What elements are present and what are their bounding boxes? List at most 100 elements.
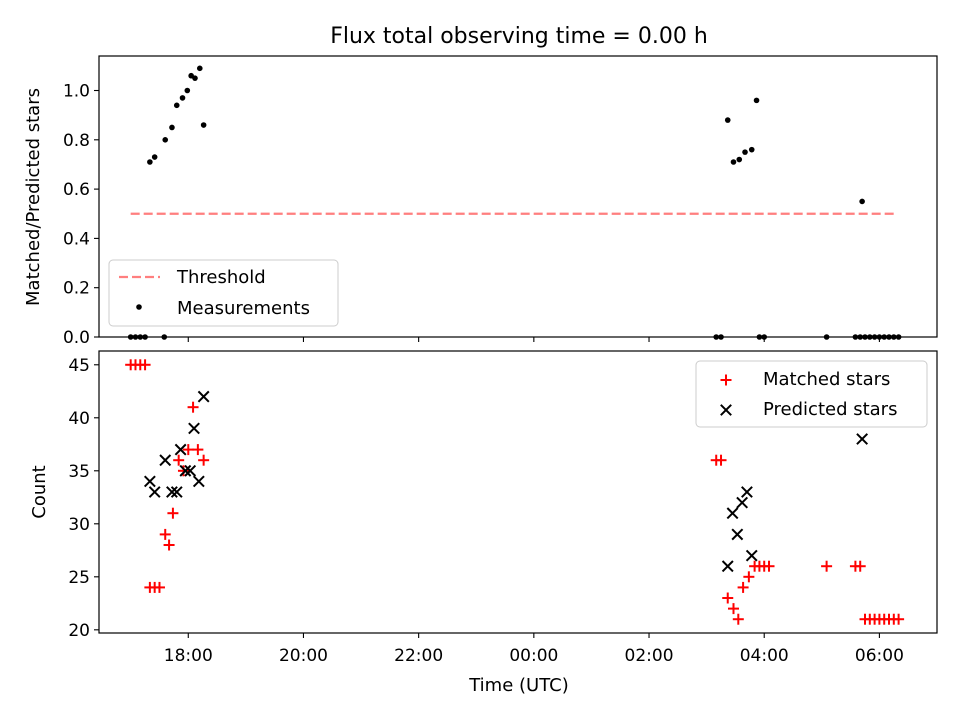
predicted-point-stroke-b — [174, 443, 187, 456]
measurements-legend-label: Measurements — [177, 298, 310, 319]
predicted-point — [721, 560, 734, 573]
measurement-point — [184, 87, 191, 94]
measurement-point — [859, 198, 865, 205]
predicted-point-stroke-b — [726, 507, 739, 520]
matched-point — [192, 444, 204, 456]
ratio-y-tick-label: 0.6 — [63, 180, 90, 200]
ratio-axes: 0.0 0.2 0.4 0.6 0.8 1.0 — [63, 82, 880, 348]
measurement-point — [200, 122, 207, 128]
count-marks — [125, 359, 905, 625]
matched-point — [893, 613, 905, 625]
count-legend-box — [695, 360, 928, 428]
ratio-y-tick-label: 0.8 — [63, 131, 90, 151]
matched-point — [182, 444, 194, 456]
predicted-legend-label: Predicted stars — [763, 399, 897, 420]
predicted-point — [179, 464, 192, 477]
predicted-point — [731, 528, 744, 541]
predicted-point-stroke-b — [197, 390, 210, 403]
measurement-point — [730, 159, 737, 165]
matched-legend-swatch — [720, 374, 732, 386]
measurement-point — [179, 95, 186, 101]
predicted-point-stroke-b — [184, 464, 197, 477]
ratio-panel: 0.0 0.2 0.4 0.6 0.8 1.0 Matched/Predicted sta… — [23, 55, 938, 348]
measurement-point — [147, 159, 153, 165]
predicted-point — [741, 486, 753, 498]
x-tick-label: 02:00 — [625, 646, 674, 666]
predicted-point — [143, 475, 156, 488]
x-tick-label: 06:00 — [855, 646, 904, 666]
predicted-point-stroke-b — [856, 433, 869, 445]
x-tick-label: 20:00 — [279, 646, 328, 666]
predicted-point — [745, 549, 758, 562]
ratio-y-tick-label: 1.0 — [63, 82, 90, 102]
predicted-point-stroke-b — [148, 486, 161, 498]
matched-point — [187, 401, 199, 413]
predicted-point — [736, 496, 749, 509]
matched-point — [163, 539, 175, 551]
matched-legend-label: Matched stars — [763, 369, 890, 390]
ratio-y-tick-label: 0.0 — [63, 328, 90, 348]
measurement-point — [151, 154, 158, 160]
predicted-point — [856, 433, 869, 445]
count-axes: 18:00 20:00 22:00 00:00 02:00 04:00 06:00 20 25 3… — [68, 356, 904, 666]
predicted-point-stroke-b — [143, 475, 156, 488]
predicted-point-stroke-b — [741, 486, 753, 498]
predicted-point-stroke-b — [731, 528, 744, 541]
matched-point — [159, 528, 171, 540]
predicted-point — [159, 454, 172, 467]
predicted-point — [170, 486, 183, 498]
x-tick-label: 18:00 — [164, 646, 213, 666]
matched-legend-marker — [720, 374, 732, 386]
matched-point — [821, 560, 833, 572]
predicted-point — [726, 507, 739, 520]
matched-point — [173, 454, 185, 466]
predicted-legend-marker — [720, 404, 732, 416]
predicted-legend-marker-stroke-b — [720, 404, 732, 416]
measurement-point — [192, 75, 198, 81]
measurement-point — [196, 65, 203, 72]
ratio-y-tick-label: 0.4 — [63, 229, 90, 249]
matched-point — [737, 581, 749, 593]
x-tick-label: 04:00 — [740, 646, 789, 666]
matched-point — [177, 465, 189, 477]
count-panel-frame — [98, 350, 938, 634]
measurement-point — [742, 149, 748, 155]
x-axis-label: Time (UTC) — [468, 675, 569, 696]
matched-point — [198, 454, 210, 466]
matched-point — [722, 592, 734, 604]
measurements-legend-swatch — [136, 304, 142, 310]
matched-point — [715, 454, 727, 466]
chart-title: Flux total observing time = 0.00 h — [330, 24, 708, 49]
predicted-point — [188, 422, 200, 435]
count-y-tick-label: 20 — [68, 621, 90, 641]
predicted-point-stroke-b — [179, 464, 192, 477]
measurement-point — [724, 117, 731, 123]
matched-point — [167, 507, 179, 519]
predicted-point — [166, 486, 178, 498]
measurement-point — [753, 97, 760, 104]
predicted-point-stroke-b — [170, 486, 183, 498]
predicted-legend-swatch — [720, 404, 732, 416]
matched-point — [139, 359, 151, 371]
matched-point — [153, 581, 165, 593]
x-tick-label: 00:00 — [509, 646, 558, 666]
matched-point — [727, 603, 739, 615]
count-panel: 18:00 20:00 22:00 00:00 02:00 04:00 06:00 20 25 3… — [29, 350, 938, 696]
ratio-y-tick-label: 0.2 — [63, 279, 90, 299]
predicted-point-stroke-b — [188, 422, 200, 435]
matched-point — [763, 560, 775, 572]
predicted-point — [197, 390, 210, 403]
ratio-legend-box — [108, 259, 339, 327]
predicted-point-stroke-b — [159, 454, 172, 467]
predicted-point — [148, 486, 161, 498]
measurement-point — [748, 146, 755, 153]
measurement-point — [169, 124, 175, 131]
predicted-point-stroke-b — [166, 486, 178, 498]
count-y-tick-label: 35 — [68, 462, 90, 482]
predicted-point-stroke-b — [192, 475, 205, 488]
count-y-axis-label: Count — [29, 465, 50, 518]
measurement-point — [162, 137, 169, 143]
matched-point — [732, 613, 744, 625]
count-y-tick-label: 25 — [68, 568, 90, 588]
predicted-point — [192, 475, 205, 488]
